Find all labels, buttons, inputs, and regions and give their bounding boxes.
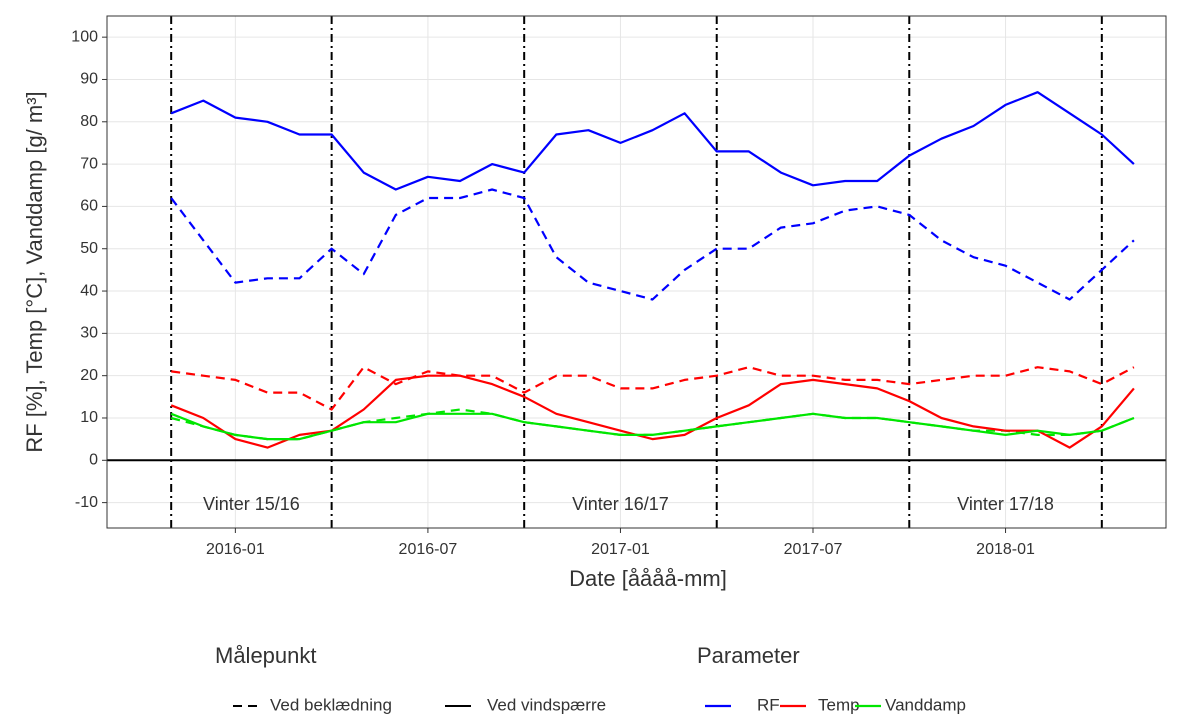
y-tick-label: 50 bbox=[80, 240, 98, 257]
y-tick-label: 60 bbox=[80, 198, 98, 215]
legend-label: Ved vindspærre bbox=[487, 695, 606, 714]
x-tick-label: 2016-07 bbox=[399, 541, 458, 558]
y-tick-label: 30 bbox=[80, 325, 98, 342]
legend-title: Målepunkt bbox=[215, 643, 317, 668]
y-tick-label: 80 bbox=[80, 113, 98, 130]
annotation: Vinter 17/18 bbox=[957, 494, 1054, 514]
y-tick-label: 20 bbox=[80, 367, 98, 384]
series-line bbox=[170, 188, 1135, 301]
x-axis-title: Date [åååå-mm] bbox=[569, 566, 727, 591]
y-tick-label: 70 bbox=[80, 155, 98, 172]
legend-title: Parameter bbox=[697, 643, 800, 668]
series-line bbox=[170, 412, 1135, 441]
series-line bbox=[171, 366, 1135, 411]
x-tick-label: 2018-01 bbox=[976, 541, 1035, 558]
series-line bbox=[170, 91, 1135, 191]
annotation: Vinter 15/16 bbox=[203, 494, 300, 514]
x-tick-label: 2017-07 bbox=[784, 541, 843, 558]
y-tick-label: 100 bbox=[71, 28, 98, 45]
legend-label: Ved beklædning bbox=[270, 695, 392, 714]
legend-label: Temp bbox=[818, 695, 860, 714]
y-tick-label: -10 bbox=[75, 494, 98, 511]
y-tick-label: 10 bbox=[80, 409, 98, 426]
plot-border bbox=[106, 15, 1167, 529]
y-tick-label: 90 bbox=[80, 71, 98, 88]
x-tick-label: 2017-01 bbox=[591, 541, 650, 558]
x-tick-label: 2016-01 bbox=[206, 541, 265, 558]
legend-label: Vanddamp bbox=[885, 695, 966, 714]
legend-label: RF bbox=[757, 695, 780, 714]
y-tick-label: 40 bbox=[80, 282, 98, 299]
annotation: Vinter 16/17 bbox=[572, 494, 669, 514]
y-tick-label: 0 bbox=[89, 452, 98, 469]
y-axis-title: RF [%], Temp [°C], Vanddamp [g/ m³] bbox=[22, 91, 47, 452]
